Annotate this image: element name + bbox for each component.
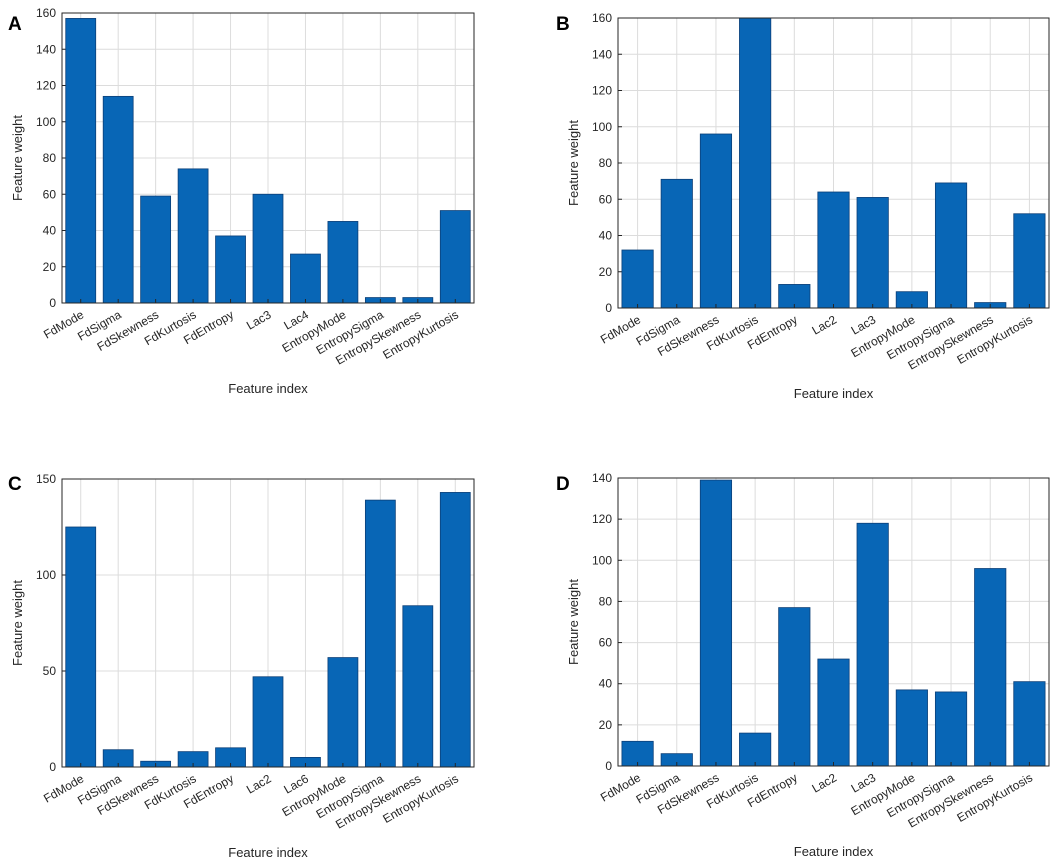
panel-c-bar-entropymode <box>327 657 359 768</box>
panel-d-letter: D <box>556 474 570 495</box>
panel-a-ytick-label: 160 <box>36 6 56 20</box>
panel-b-ytick-label: 80 <box>599 156 613 170</box>
panel-a-xtick-label: Lac3 <box>244 307 274 332</box>
panel-d-ytick-label: 120 <box>592 512 612 526</box>
panel-b: B020406080100120140160FdModeFdSigmaFdSke… <box>556 11 1050 401</box>
panel-d-ytick-label: 80 <box>599 594 613 608</box>
panel-c-bar-entropykurtosis <box>439 492 471 768</box>
panel-b-ytick-label: 20 <box>599 265 613 279</box>
panel-c-ytick-label: 100 <box>36 568 56 582</box>
panel-d-bar-lac2 <box>817 658 850 767</box>
panel-d-bar-entropykurtosis <box>1013 681 1046 767</box>
panel-d-ytick-label: 140 <box>592 471 612 485</box>
panel-c: C050100150FdModeFdSigmaFdSkewnessFdKurto… <box>8 472 475 860</box>
panel-a-bar-fdmode <box>65 18 97 304</box>
panel-b-bar-fdmode <box>621 249 654 309</box>
panel-c-bar-entropyskewness <box>402 605 434 768</box>
panel-a-bar-fdkurtosis <box>177 168 209 304</box>
panel-b-ylabel: Feature weight <box>566 120 581 206</box>
panel-c-ytick-label: 50 <box>43 664 57 678</box>
panel-d-bar-fdkurtosis <box>739 732 772 767</box>
panel-b-ytick-label: 40 <box>599 229 613 243</box>
panel-b-xlabel: Feature index <box>794 386 874 401</box>
panel-b-xtick-label: Lac2 <box>809 312 839 337</box>
panel-c-xtick-label: Lac2 <box>244 771 274 796</box>
panel-a-bar-fdentropy <box>215 235 246 304</box>
panel-a-ytick-label: 80 <box>43 151 57 165</box>
panel-b-ytick-label: 120 <box>592 84 612 98</box>
panel-b-bar-lac2 <box>817 191 850 309</box>
panel-d-ytick-label: 100 <box>592 553 612 567</box>
panel-c-ytick-label: 0 <box>49 760 56 774</box>
panel-b-bar-entropysigma <box>934 182 968 309</box>
panel-d-bar-entropymode <box>895 689 928 767</box>
panel-c-ylabel: Feature weight <box>10 580 25 666</box>
panel-d-bar-fdskewness <box>699 479 733 767</box>
panel-d: D020406080100120140FdModeFdSigmaFdSkewne… <box>556 471 1050 859</box>
panel-b-ytick-label: 60 <box>599 192 613 206</box>
panel-c-bar-entropysigma <box>364 499 396 768</box>
panel-d-bar-fdentropy <box>778 607 811 767</box>
panel-b-bar-fdsigma <box>660 178 693 309</box>
panel-a-bar-lac4 <box>290 253 321 304</box>
panel-a-letter: A <box>8 14 22 35</box>
panel-a: A020406080100120140160FdModeFdSigmaFdSke… <box>8 6 475 396</box>
panel-b-ytick-label: 100 <box>592 120 612 134</box>
panel-a-xlabel: Feature index <box>228 381 308 396</box>
panel-c-ytick-label: 150 <box>36 472 56 486</box>
panel-a-ytick-label: 120 <box>36 79 56 93</box>
panel-c-bar-lac2 <box>252 676 284 768</box>
panel-a-ylabel: Feature weight <box>10 115 25 201</box>
panel-d-ytick-label: 60 <box>599 636 613 650</box>
panel-a-ytick-label: 0 <box>49 296 56 310</box>
panel-a-ytick-label: 100 <box>36 115 56 129</box>
panel-d-xlabel: Feature index <box>794 844 874 859</box>
panel-d-ytick-label: 40 <box>599 677 613 691</box>
panel-a-bar-entropykurtosis <box>439 210 471 304</box>
panel-b-bar-entropykurtosis <box>1013 213 1046 309</box>
panel-b-letter: B <box>556 14 570 35</box>
panel-a-bar-entropymode <box>327 221 359 304</box>
panel-a-ytick-label: 60 <box>43 187 57 201</box>
panel-c-letter: C <box>8 474 22 495</box>
panel-d-ylabel: Feature weight <box>566 579 581 665</box>
panel-d-ytick-label: 0 <box>605 759 612 773</box>
panel-d-bar-entropysigma <box>934 691 968 767</box>
panel-b-ytick-label: 160 <box>592 11 612 25</box>
panel-a-ytick-label: 140 <box>36 42 56 56</box>
panel-d-bar-entropyskewness <box>974 568 1007 767</box>
panel-a-ytick-label: 20 <box>43 260 57 274</box>
panel-b-ytick-label: 0 <box>605 301 612 315</box>
panel-b-bar-fdkurtosis <box>739 17 772 309</box>
panel-d-bar-fdmode <box>621 740 654 767</box>
panel-a-bar-fdskewness <box>140 195 172 304</box>
panel-d-bar-lac3 <box>856 522 889 767</box>
panel-a-ytick-label: 40 <box>43 224 57 238</box>
panel-d-ytick-label: 20 <box>599 718 613 732</box>
panel-a-bar-fdsigma <box>102 95 134 304</box>
panel-b-bar-lac3 <box>856 197 889 309</box>
panel-b-ytick-label: 140 <box>592 47 612 61</box>
panel-a-bar-lac3 <box>252 193 284 304</box>
panel-c-bar-fdmode <box>65 526 97 768</box>
panel-d-xtick-label: Lac2 <box>809 770 839 795</box>
panel-c-xlabel: Feature index <box>228 845 308 860</box>
panel-b-bar-fdskewness <box>699 133 733 309</box>
